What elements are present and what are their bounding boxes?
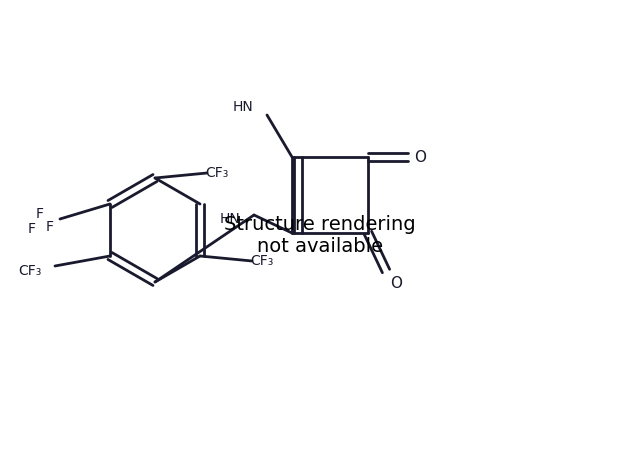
Text: F: F <box>28 222 36 236</box>
Text: Structure rendering
not available: Structure rendering not available <box>224 214 416 256</box>
Text: HN: HN <box>220 212 240 226</box>
Text: CF₃: CF₃ <box>205 166 228 180</box>
Text: HN: HN <box>232 100 253 114</box>
Text: CF₃: CF₃ <box>250 254 274 268</box>
Text: O: O <box>414 149 426 164</box>
Text: F: F <box>46 220 54 234</box>
Text: O: O <box>390 275 402 290</box>
Text: CF₃: CF₃ <box>19 264 42 278</box>
Text: F: F <box>36 207 44 221</box>
